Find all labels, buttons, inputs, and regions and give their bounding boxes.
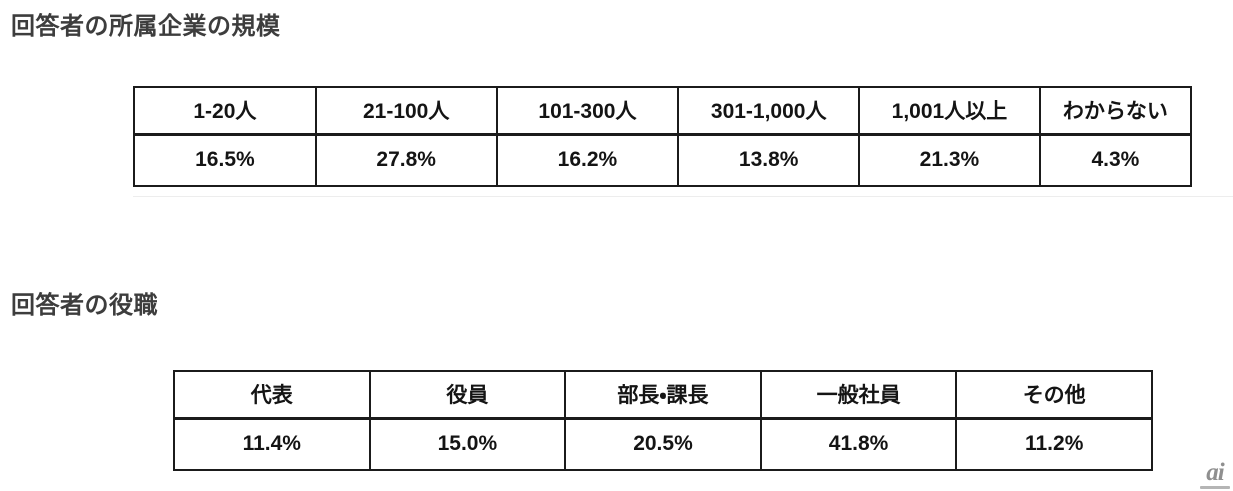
table-header-cell: 101-300人 (495, 86, 680, 136)
company-size-table: 1-20人 21-100人 101-300人 301-1,000人 1,001人… (133, 86, 1193, 187)
table-header-cell: その他 (955, 370, 1153, 420)
table-header-cell: 代表 (173, 370, 371, 420)
section-title-position: 回答者の役職 (11, 292, 158, 319)
table-value-cell: 13.8% (677, 133, 861, 187)
position-table: 代表 役員 部長・課長 一般社員 その他 11.4% 15.0% 20.5% 4… (173, 370, 1153, 471)
table-value-cell: 41.8% (759, 417, 958, 471)
position-header-row: 代表 役員 部長・課長 一般社員 その他 (173, 370, 1153, 420)
company-size-value-row: 16.5% 27.8% 16.2% 13.8% 21.3% 4.3% (133, 133, 1193, 187)
table-value-cell: 4.3% (1038, 133, 1193, 187)
figure-divider (133, 196, 1233, 197)
table-header-cell: わからない (1038, 86, 1193, 136)
watermark-text: ai (1206, 459, 1224, 486)
table-header-cell: 301-1,000人 (677, 86, 861, 136)
table-header-cell: 21-100人 (314, 86, 498, 136)
table-header-cell: 部長・課長 (564, 370, 762, 420)
company-size-header-row: 1-20人 21-100人 101-300人 301-1,000人 1,001人… (133, 86, 1193, 136)
section-title-company-size: 回答者の所属企業の規模 (11, 13, 281, 40)
table-value-cell: 15.0% (368, 417, 567, 471)
table-value-cell: 16.2% (495, 133, 680, 187)
table-header-cell: 一般社員 (759, 370, 958, 420)
watermark-logo: ai (1200, 460, 1230, 489)
table-value-cell: 11.2% (955, 417, 1153, 471)
watermark-tagline (1200, 486, 1230, 489)
table-value-cell: 11.4% (173, 417, 371, 471)
table-header-cell: 役員 (368, 370, 567, 420)
table-value-cell: 20.5% (564, 417, 762, 471)
table-value-cell: 16.5% (133, 133, 317, 187)
table-value-cell: 27.8% (314, 133, 498, 187)
table-header-cell: 1,001人以上 (858, 86, 1041, 136)
table-value-cell: 21.3% (858, 133, 1041, 187)
position-value-row: 11.4% 15.0% 20.5% 41.8% 11.2% (173, 417, 1153, 471)
table-header-cell: 1-20人 (133, 86, 317, 136)
